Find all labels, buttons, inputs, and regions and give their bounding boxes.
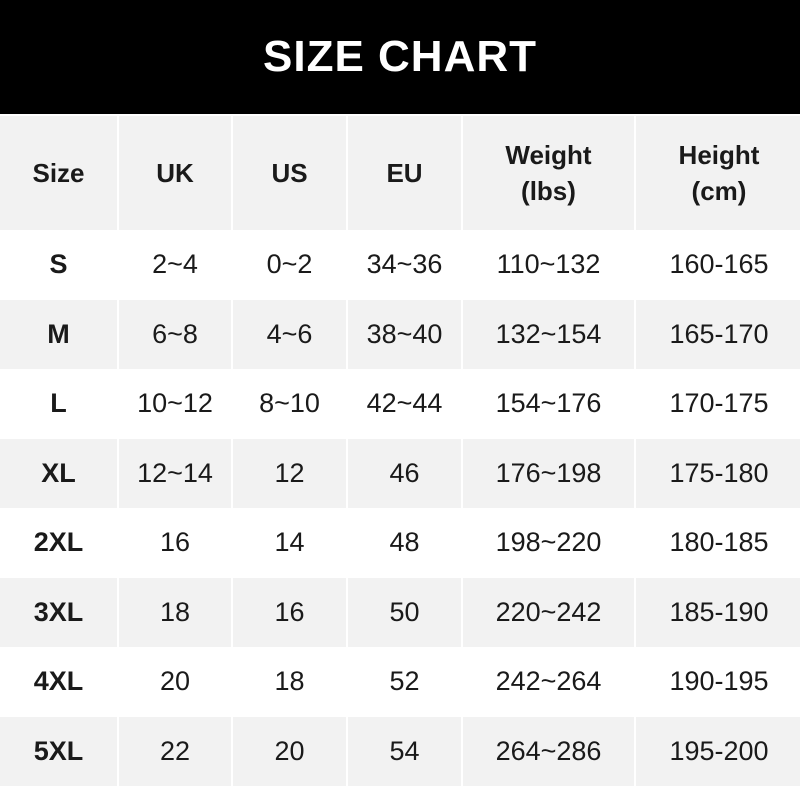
cell-eu: 50 [348,577,461,647]
header-label: Weight [505,140,592,170]
header-label: Size [32,158,85,188]
header-label: UK [156,158,194,188]
cell-us: 0~2 [233,230,346,300]
table-row: 4XL 20 18 52 242~264 190-195 [0,647,800,717]
cell-height: 190-195 [636,647,800,717]
cell-size: L [0,369,117,439]
header-us: US [233,114,346,230]
cell-us: 4~6 [233,299,346,369]
cell-height: 160-165 [636,230,800,300]
cell-weight: 176~198 [463,438,634,508]
header-unit: (cm) [691,176,747,206]
cell-eu: 52 [348,647,461,717]
cell-height: 185-190 [636,577,800,647]
cell-height: 165-170 [636,299,800,369]
cell-us: 16 [233,577,346,647]
table-row: M 6~8 4~6 38~40 132~154 165-170 [0,299,800,369]
table-row: 3XL 18 16 50 220~242 185-190 [0,577,800,647]
table-row: 5XL 22 20 54 264~286 195-200 [0,716,800,786]
cell-size: M [0,299,117,369]
cell-us: 18 [233,647,346,717]
cell-size: XL [0,438,117,508]
cell-eu: 48 [348,508,461,578]
cell-eu: 34~36 [348,230,461,300]
cell-weight: 220~242 [463,577,634,647]
cell-us: 12 [233,438,346,508]
table-row: 2XL 16 14 48 198~220 180-185 [0,508,800,578]
cell-weight: 242~264 [463,647,634,717]
cell-weight: 132~154 [463,299,634,369]
page-title: SIZE CHART [263,32,537,81]
cell-height: 170-175 [636,369,800,439]
cell-eu: 38~40 [348,299,461,369]
header-label: Height [678,140,760,170]
cell-uk: 18 [119,577,231,647]
title-banner: SIZE CHART [0,0,800,114]
cell-size: 2XL [0,508,117,578]
cell-us: 8~10 [233,369,346,439]
table-row: XL 12~14 12 46 176~198 175-180 [0,438,800,508]
header-unit: (lbs) [521,176,576,206]
cell-eu: 46 [348,438,461,508]
header-label: EU [386,158,423,188]
cell-uk: 22 [119,716,231,786]
cell-uk: 20 [119,647,231,717]
cell-size: 4XL [0,647,117,717]
cell-size: 3XL [0,577,117,647]
cell-size: S [0,230,117,300]
cell-eu: 42~44 [348,369,461,439]
header-eu: EU [348,114,461,230]
size-chart-table: Size UK US EU Weight (lbs) Height (cm) S 2~4 0~2 3… [0,114,800,786]
cell-eu: 54 [348,716,461,786]
header-uk: UK [119,114,231,230]
cell-us: 14 [233,508,346,578]
cell-uk: 2~4 [119,230,231,300]
table-row: S 2~4 0~2 34~36 110~132 160-165 [0,230,800,300]
cell-size: 5XL [0,716,117,786]
cell-uk: 12~14 [119,438,231,508]
cell-uk: 16 [119,508,231,578]
cell-weight: 110~132 [463,230,634,300]
cell-height: 175-180 [636,438,800,508]
header-label: US [271,158,308,188]
cell-height: 180-185 [636,508,800,578]
cell-us: 20 [233,716,346,786]
header-row: Size UK US EU Weight (lbs) Height (cm) [0,114,800,230]
header-weight: Weight (lbs) [463,114,634,230]
cell-weight: 154~176 [463,369,634,439]
header-size: Size [0,114,117,230]
cell-height: 195-200 [636,716,800,786]
cell-weight: 264~286 [463,716,634,786]
header-height: Height (cm) [636,114,800,230]
cell-weight: 198~220 [463,508,634,578]
cell-uk: 10~12 [119,369,231,439]
table-row: L 10~12 8~10 42~44 154~176 170-175 [0,369,800,439]
cell-uk: 6~8 [119,299,231,369]
